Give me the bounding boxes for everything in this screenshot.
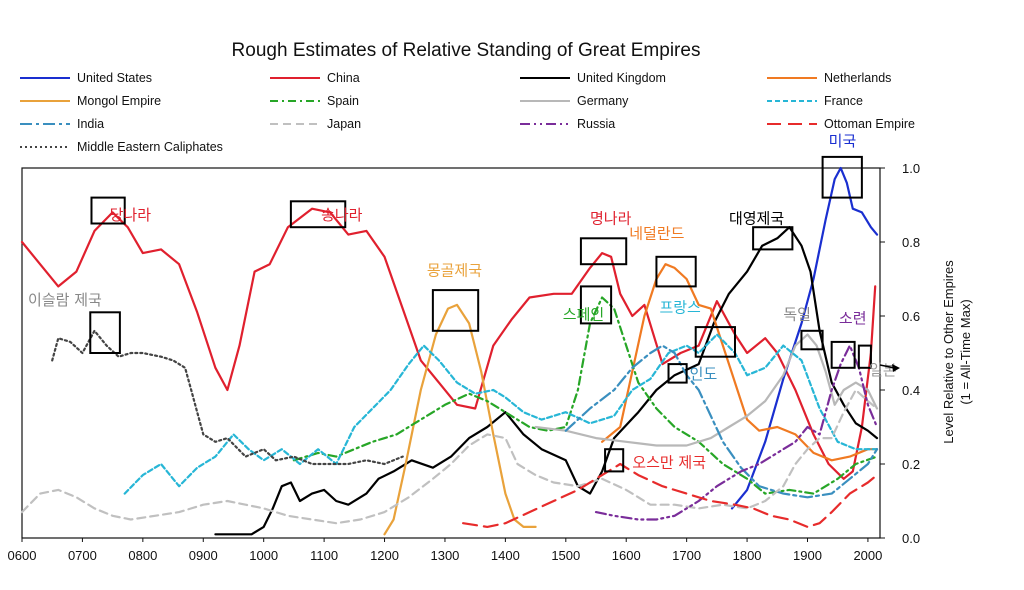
x-axis: 0600 0700 0800 0900 1000 1100 1200 1300 1400 1500… <box>8 538 882 563</box>
series-line-netherlands <box>601 263 879 462</box>
annotation-label: 스페인 <box>563 306 604 324</box>
highlight-box <box>431 289 480 332</box>
legend-label-middle-eastern-caliphates: Middle Eastern Caliphates <box>77 140 223 154</box>
y-tick-label: 0.4 <box>902 383 920 398</box>
x-tick-label: 1200 <box>370 548 399 563</box>
x-tick-label: 1500 <box>551 548 580 563</box>
y-tick-label: 0.0 <box>902 531 920 546</box>
legend-label-germany: Germany <box>577 94 629 108</box>
y-tick-label: 1.0 <box>902 161 920 176</box>
y-tick-label: 0.8 <box>902 235 920 250</box>
legend-label-netherlands: Netherlands <box>824 71 891 85</box>
legend-label-spain: Spain <box>327 94 359 108</box>
series-line-united-states <box>730 166 879 510</box>
annotation-label: 당나라 <box>110 206 152 224</box>
annotation-label: 이슬람 제국 <box>28 291 102 309</box>
annotation-label: 송나라 <box>321 206 363 224</box>
legend-label-united-states: United States <box>77 71 152 85</box>
legend-label-japan: Japan <box>327 117 361 131</box>
x-tick-label: 1400 <box>491 548 520 563</box>
legend-label-india: India <box>77 117 104 131</box>
series-line-spain <box>292 296 879 495</box>
annotation-label: 프랑스 <box>659 298 701 316</box>
highlight-box <box>752 226 794 251</box>
y-tick-label: 0.2 <box>902 457 920 472</box>
series-line-mongol-empire <box>383 303 537 536</box>
legend-label-china: China <box>327 71 360 85</box>
x-tick-label: 1000 <box>249 548 278 563</box>
highlight-box <box>89 311 121 354</box>
highlight-box <box>289 200 347 229</box>
annotation-label: 대영제국 <box>729 210 784 228</box>
highlight-box <box>579 237 628 266</box>
highlight-box <box>821 155 863 199</box>
series-line-france <box>123 333 879 495</box>
y-axis-label-line2: (1 = All-Time Max) <box>958 299 973 404</box>
annotation-label: 명나라 <box>590 210 632 228</box>
annotation-label: 네덜란드 <box>629 224 684 242</box>
annotation-label: 오스만 제국 <box>632 454 706 472</box>
annotation-label: 인도 <box>690 365 718 383</box>
highlight-box <box>604 448 625 473</box>
plot-area-frame <box>21 167 881 539</box>
chart-title: Rough Estimates of Relative Standing of … <box>232 40 701 61</box>
y-axis: 0.0 0.2 0.4 0.6 0.8 1.0 <box>880 161 920 546</box>
highlight-box <box>90 196 126 225</box>
x-tick-label: 1300 <box>430 548 459 563</box>
annotation-label: 미국 <box>829 132 857 150</box>
highlight-box <box>667 363 688 384</box>
highlight-box <box>694 326 736 358</box>
series-line-germany <box>534 333 879 447</box>
series-line-united-kingdom <box>214 226 879 536</box>
series-line-ottoman-empire <box>462 462 879 528</box>
x-tick-label: 2000 <box>853 548 882 563</box>
arrow-to-japan <box>879 364 900 372</box>
x-tick-label: 0900 <box>189 548 218 563</box>
x-tick-label: 1900 <box>793 548 822 563</box>
highlight-box <box>800 329 824 351</box>
annotation-label: 일본 <box>869 361 897 379</box>
series-layer <box>20 166 879 536</box>
series-line-india <box>564 344 879 499</box>
y-tick-label: 0.6 <box>902 309 920 324</box>
x-tick-label: 1100 <box>310 548 338 563</box>
legend-label-united-kingdom: United Kingdom <box>577 71 666 85</box>
x-tick-label: 1600 <box>612 548 641 563</box>
annotation-label: 몽골제국 <box>427 261 482 279</box>
highlight-box <box>579 285 613 325</box>
x-tick-label: 0800 <box>128 548 157 563</box>
legend-label-ottoman-empire: Ottoman Empire <box>824 117 915 131</box>
legend-label-mongol-empire: Mongol Empire <box>77 94 161 108</box>
y-axis-label-line1: Level Relative to Other Empires <box>941 260 956 444</box>
highlight-box <box>655 255 697 288</box>
legend-label-russia: Russia <box>577 117 615 131</box>
highlight-box <box>857 344 872 369</box>
x-tick-label: 1800 <box>733 548 762 563</box>
highlight-box <box>830 340 856 369</box>
annotation-label: 소련 <box>839 309 867 327</box>
series-line-russia <box>594 344 879 521</box>
legend: United States China United Kingdom Netherla… <box>20 71 915 154</box>
x-tick-label: 1700 <box>672 548 701 563</box>
annotation-label: 독일 <box>783 306 811 324</box>
series-line-japan <box>20 388 879 525</box>
legend-label-france: France <box>824 94 863 108</box>
series-line-china <box>20 207 877 480</box>
x-tick-label: 0700 <box>68 548 97 563</box>
series-line-middle-eastern-caliphates <box>51 329 404 466</box>
y-axis-label: Level Relative to Other Empires (1 = All… <box>941 260 973 444</box>
x-tick-label: 0600 <box>8 548 37 563</box>
